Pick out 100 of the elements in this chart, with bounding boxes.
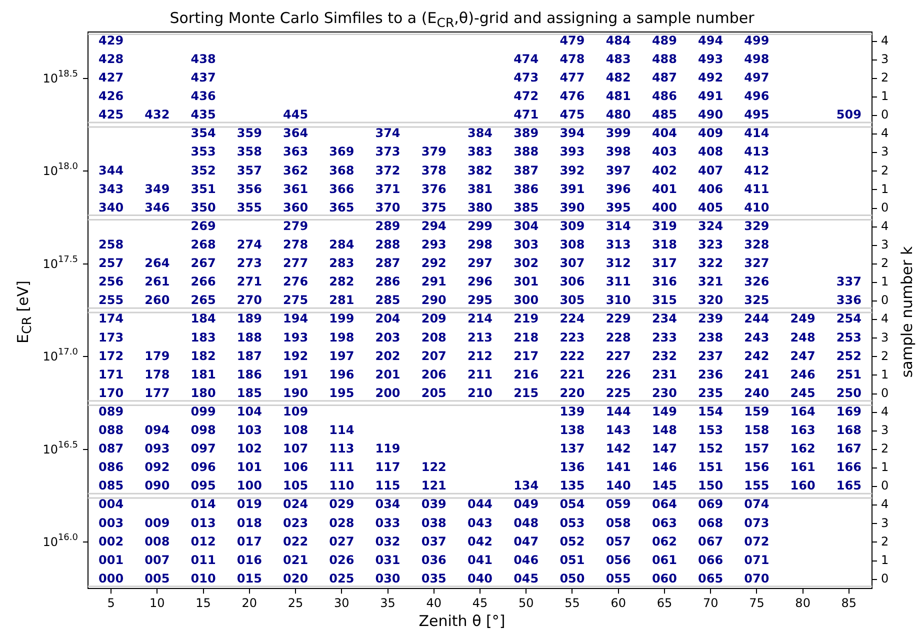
- data-label: 231: [652, 367, 677, 382]
- data-label: 386: [514, 182, 539, 196]
- data-label: 403: [652, 144, 677, 159]
- data-label: 236: [698, 367, 724, 382]
- data-label: 414: [744, 126, 770, 140]
- x-tick-label: 40: [426, 596, 442, 610]
- data-label: 201: [375, 367, 400, 382]
- data-label: 310: [606, 293, 631, 308]
- data-label: 379: [421, 144, 446, 159]
- data-label: 329: [744, 218, 770, 233]
- data-label: 378: [421, 163, 446, 178]
- data-label: 148: [652, 423, 677, 438]
- data-label: 303: [514, 237, 539, 252]
- data-label: 140: [606, 478, 631, 493]
- data-label: 281: [329, 293, 354, 308]
- data-label: 121: [421, 478, 446, 493]
- data-label: 111: [329, 460, 354, 474]
- data-label: 113: [329, 442, 354, 456]
- data-label: 052: [560, 534, 585, 548]
- data-label: 309: [560, 218, 585, 233]
- data-label: 173: [98, 330, 124, 344]
- data-label: 436: [190, 89, 216, 104]
- data-label: 072: [744, 534, 770, 548]
- data-label: 149: [652, 404, 677, 418]
- data-label: 224: [560, 312, 585, 326]
- data-label: 218: [514, 330, 539, 344]
- data-label: 174: [98, 312, 124, 326]
- data-label: 135: [560, 478, 585, 493]
- data-label: 159: [744, 404, 770, 418]
- data-label: 004: [98, 497, 124, 512]
- data-label: 225: [606, 386, 631, 400]
- data-label: 399: [606, 126, 631, 140]
- data-label: 166: [836, 460, 862, 474]
- data-label: 287: [375, 256, 400, 270]
- data-label: 104: [236, 404, 262, 418]
- data-label: 350: [190, 200, 216, 214]
- y2-tick-label: 1: [881, 89, 889, 104]
- data-label: 480: [606, 108, 631, 122]
- data-label: 223: [560, 330, 585, 344]
- x-tick-label: 70: [702, 596, 718, 610]
- data-label: 307: [560, 256, 585, 270]
- data-label: 207: [421, 348, 446, 363]
- data-label: 134: [514, 478, 539, 493]
- data-label: 321: [698, 274, 724, 289]
- data-label: 305: [560, 293, 585, 308]
- data-label: 495: [744, 108, 770, 122]
- data-label: 410: [744, 200, 770, 214]
- data-label: 222: [560, 348, 585, 363]
- x-tick-label: 55: [564, 596, 580, 610]
- data-label: 109: [283, 404, 308, 418]
- data-label: 107: [283, 442, 308, 456]
- data-label: 221: [560, 367, 585, 382]
- data-label: 013: [190, 516, 216, 530]
- x-tick-label: 20: [242, 596, 258, 610]
- data-label: 106: [283, 460, 308, 474]
- data-label: 101: [236, 460, 262, 474]
- data-label: 494: [698, 33, 724, 48]
- data-label: 380: [467, 200, 493, 214]
- data-label: 438: [190, 52, 216, 66]
- y2-axis-title: sample number k: [898, 246, 916, 378]
- data-label: 283: [329, 256, 354, 270]
- data-label: 429: [98, 33, 124, 48]
- data-label: 122: [421, 460, 446, 474]
- data-label: 239: [698, 312, 724, 326]
- data-label: 364: [283, 126, 308, 140]
- data-label: 021: [283, 552, 308, 567]
- data-label: 193: [283, 330, 308, 344]
- data-label: 209: [421, 312, 446, 326]
- data-label: 049: [514, 497, 539, 512]
- data-label: 324: [698, 218, 724, 233]
- data-label: 036: [421, 552, 446, 567]
- data-label: 295: [467, 293, 493, 308]
- data-label: 161: [790, 460, 816, 474]
- data-label: 234: [652, 312, 677, 326]
- data-label: 088: [98, 423, 124, 438]
- data-label: 046: [514, 552, 539, 567]
- data-label: 270: [236, 293, 262, 308]
- data-label: 244: [744, 312, 770, 326]
- data-label: 484: [606, 33, 631, 48]
- data-label: 360: [283, 200, 308, 214]
- data-label: 318: [652, 237, 677, 252]
- data-label: 382: [467, 163, 493, 178]
- data-label: 105: [283, 478, 308, 493]
- data-label: 086: [98, 460, 124, 474]
- data-label: 163: [790, 423, 816, 438]
- data-label: 384: [467, 126, 493, 140]
- data-label: 271: [236, 274, 262, 289]
- data-label: 053: [560, 516, 585, 530]
- x-tick-label: 60: [610, 596, 626, 610]
- data-label: 426: [98, 89, 124, 104]
- data-label: 383: [467, 144, 493, 159]
- data-label: 065: [698, 571, 724, 586]
- data-label: 061: [652, 552, 677, 567]
- data-label: 117: [375, 460, 400, 474]
- data-label: 489: [652, 33, 677, 48]
- data-label: 212: [467, 348, 493, 363]
- x-tick-label: 85: [841, 596, 857, 610]
- data-label: 374: [375, 126, 400, 140]
- data-label: 340: [98, 200, 124, 214]
- data-label: 150: [698, 478, 724, 493]
